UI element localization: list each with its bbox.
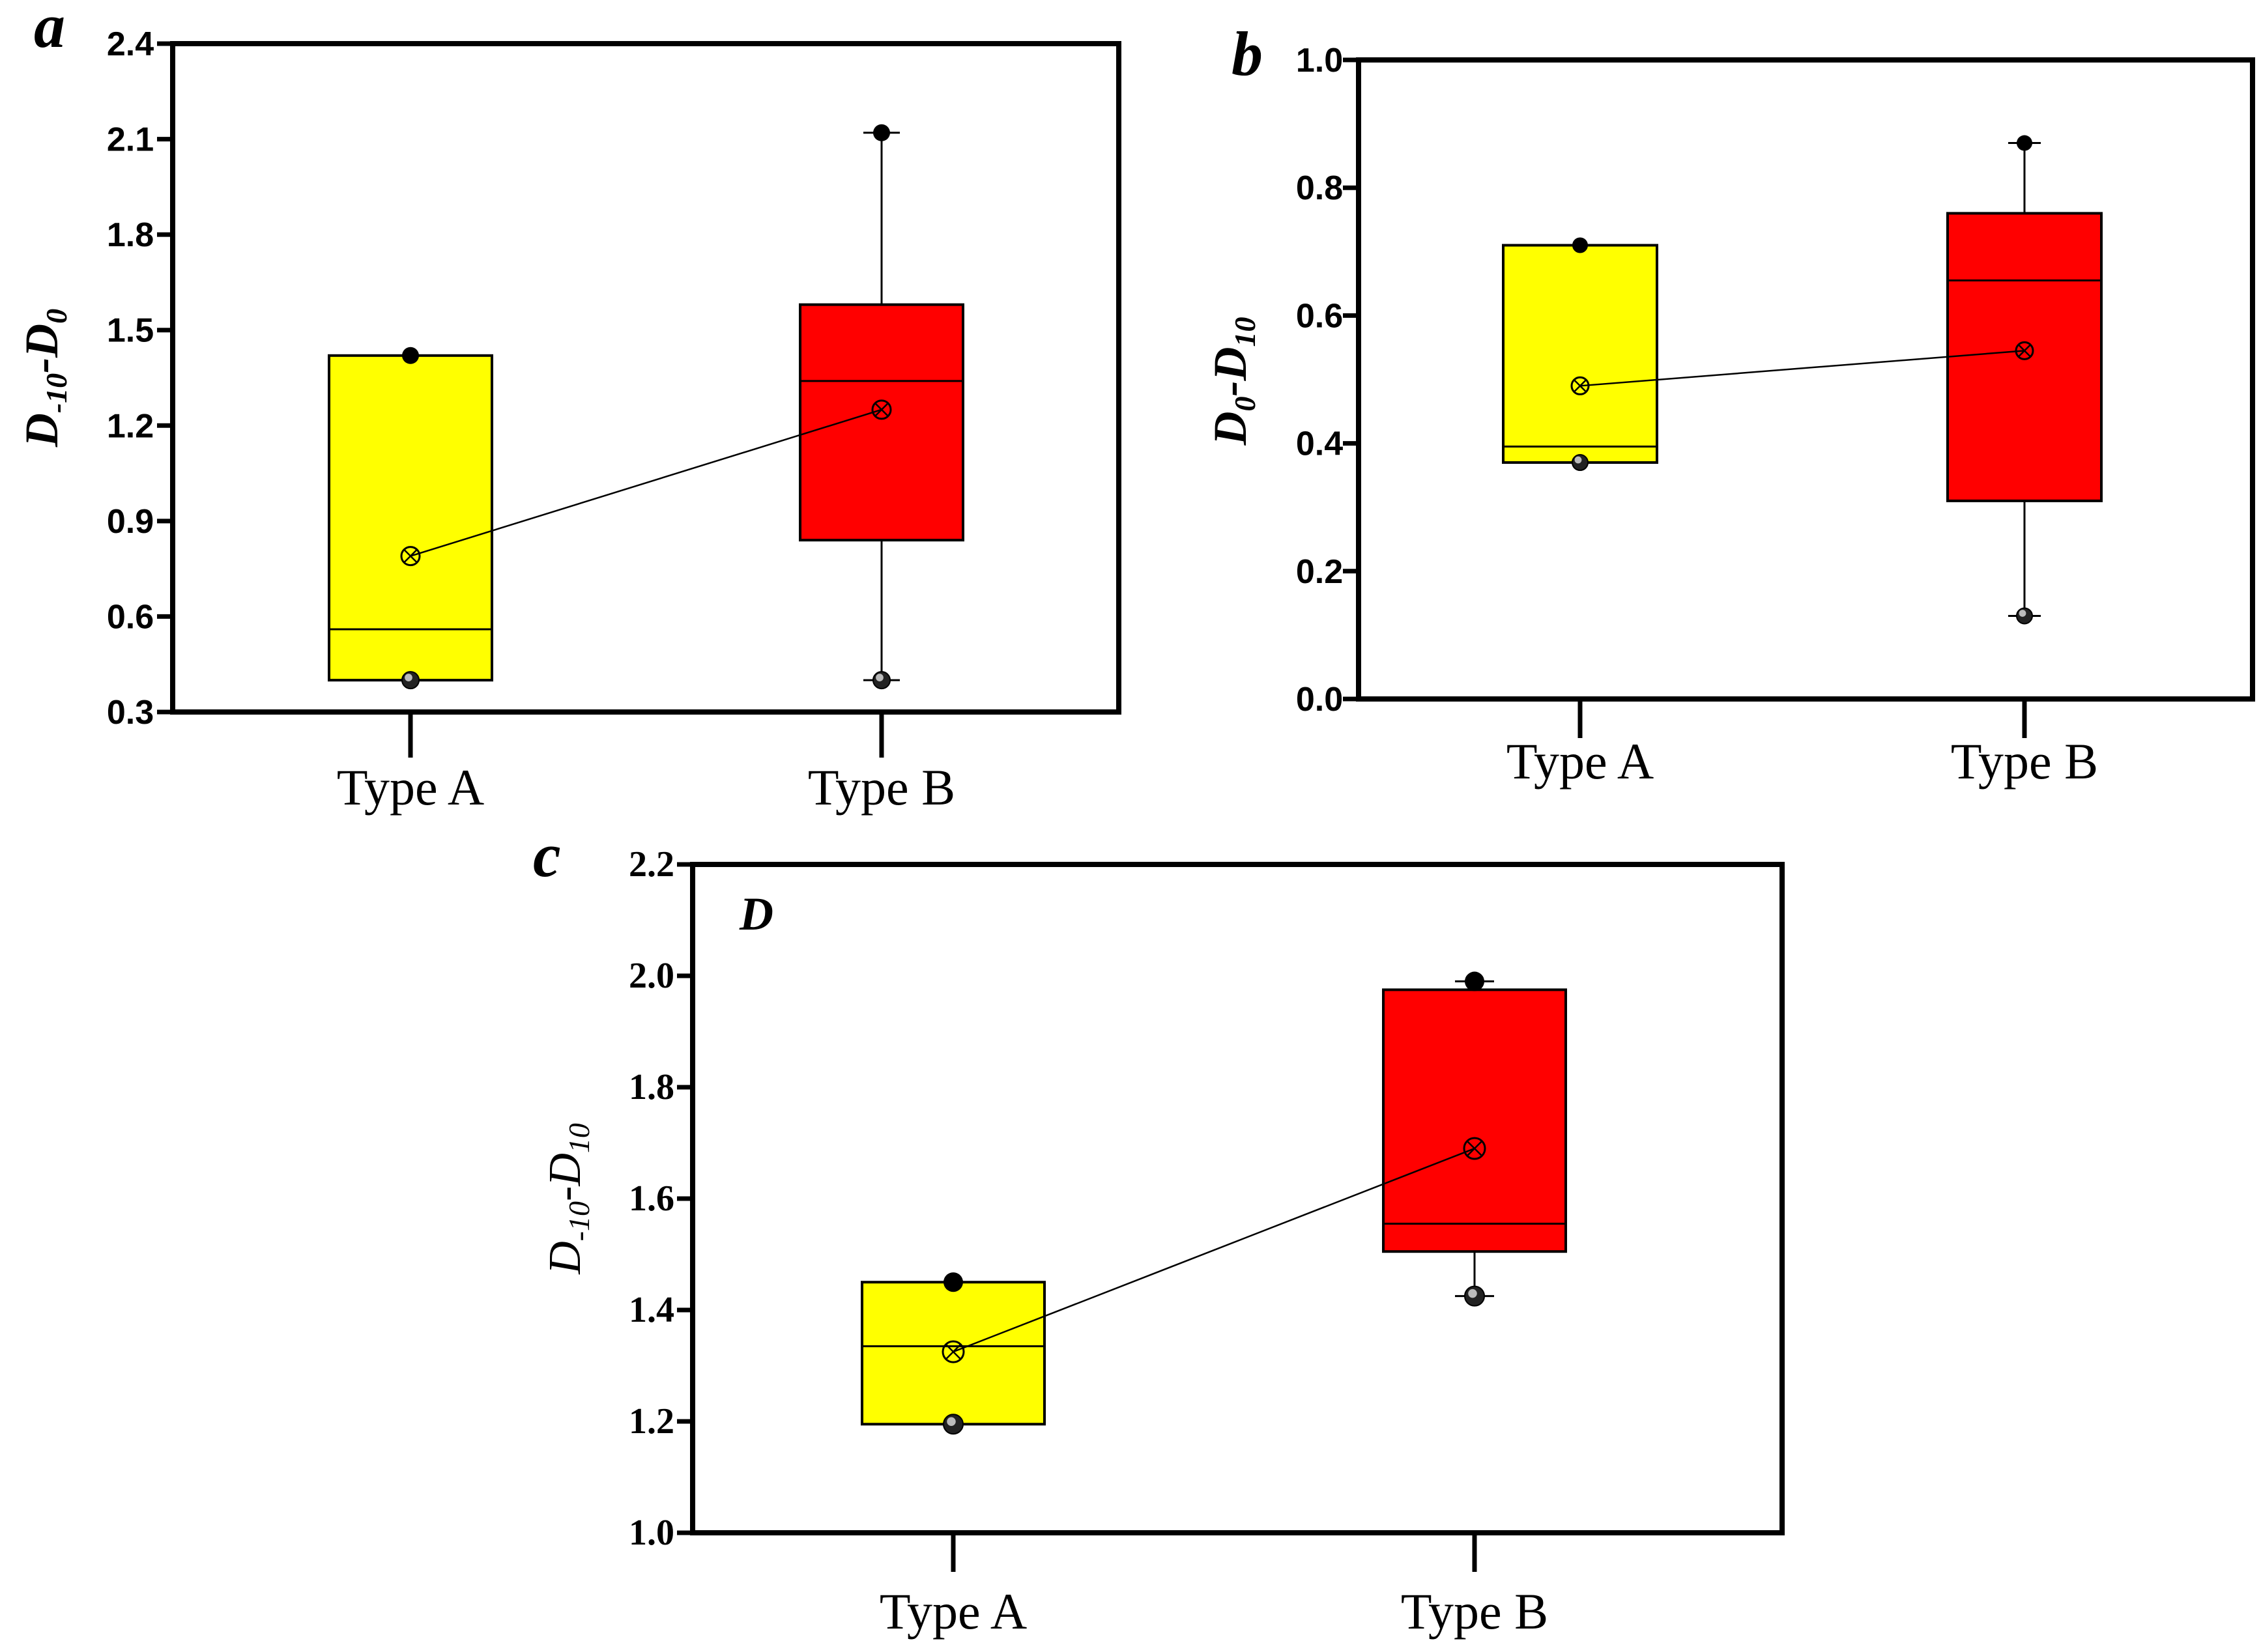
y-label-sub1: 0 (1228, 396, 1261, 411)
mean-marker (942, 1340, 965, 1363)
y-label-main: D (1204, 411, 1256, 446)
mean-marker (1570, 376, 1590, 395)
box-type-a (328, 354, 493, 682)
x-tick-label: Type B (1951, 733, 2098, 790)
max-point (1465, 971, 1484, 991)
y-tick-label: 1.5 (107, 312, 154, 350)
mean-marker-cross (1466, 1140, 1483, 1157)
mean-connector (410, 408, 882, 557)
y-tick-label: 1.2 (629, 1401, 674, 1442)
plot-frame (1356, 57, 2255, 702)
y-tick-label: 0.9 (107, 503, 154, 541)
y-axis-label: D-10-D10 (540, 1123, 596, 1275)
mean-marker-cross (874, 403, 889, 417)
mean-marker-cross (403, 548, 418, 563)
panel-letter: b (1231, 19, 1263, 89)
y-label-main: D (540, 1241, 590, 1275)
min-point-highlight (405, 674, 412, 681)
mean-marker (1463, 1137, 1486, 1160)
y-tick-label: 1.6 (629, 1178, 674, 1219)
mean-marker (2015, 341, 2034, 360)
y-tick-label: 1.0 (629, 1513, 674, 1553)
y-label-sub1: -10 (562, 1201, 596, 1241)
mean-connector (953, 1147, 1475, 1353)
y-tick-label: 0.2 (1296, 553, 1343, 591)
box-type-b (1382, 988, 1567, 1253)
mean-marker-cross (1574, 379, 1587, 393)
chart-panel-a: a D-10-D0 0.3 0.6 0.9 1.2 1.5 1.8 2.1 2.4 Type A Ty… (16, 0, 1121, 816)
box-type-a (861, 1281, 1046, 1426)
panel-letter: c (533, 820, 561, 890)
min-point-highlight (2019, 610, 2026, 617)
box-type-b (1946, 212, 2103, 502)
y-tick-label: 2.4 (107, 25, 154, 63)
y-tick-label: 1.4 (629, 1290, 674, 1330)
max-point (873, 124, 890, 141)
mean-marker-cross (2018, 344, 2031, 358)
x-tick-label: Type A (880, 1583, 1027, 1640)
min-point-highlight (1574, 456, 1582, 464)
x-tick-label: Type A (337, 759, 484, 816)
y-tick-label: 0.4 (1296, 425, 1343, 463)
mean-marker (400, 546, 421, 567)
y-tick-label: 0.6 (107, 598, 154, 636)
mean-marker (871, 399, 892, 420)
min-point-highlight (947, 1417, 956, 1427)
y-label-sub2: 10 (562, 1123, 596, 1153)
max-point (943, 1272, 963, 1292)
y-tick-label: 0.8 (1296, 169, 1343, 207)
y-tick-label: 2.0 (629, 956, 674, 996)
y-axis-label: D-10-D0 (16, 309, 73, 448)
y-tick-label: 2.2 (629, 844, 674, 885)
y-tick-label: 0.6 (1296, 297, 1343, 335)
plot-annotation: D (739, 888, 773, 940)
y-tick-label: 0.3 (107, 694, 154, 732)
y-tick-label: 1.2 (107, 407, 154, 445)
max-point (402, 347, 419, 364)
chart-panel-b: b D0-D10 0.0 0.2 0.4 0.6 0.8 1.0 Type A Type B (1204, 19, 2255, 790)
y-label-mid: -D (540, 1153, 590, 1201)
max-point (1572, 237, 1588, 253)
y-tick-label: 1.8 (107, 216, 154, 254)
min-point-highlight (1468, 1289, 1477, 1298)
plot-frame (690, 862, 1785, 1535)
y-tick-label: 1.8 (629, 1067, 674, 1107)
y-label-main: D (16, 413, 68, 448)
x-tick-label: Type B (808, 759, 955, 816)
x-tick-label: Type A (1506, 733, 1654, 790)
box-type-a (1502, 244, 1658, 464)
y-tick-label: 1.0 (1296, 42, 1343, 79)
box-type-b (799, 303, 964, 542)
y-tick-label: 0.0 (1296, 681, 1343, 719)
x-tick-label: Type B (1401, 1583, 1548, 1640)
y-label-mid: -D (1204, 347, 1256, 397)
panel-letter: a (34, 0, 65, 61)
y-tick-label: 2.1 (107, 121, 154, 159)
y-axis-label: D0-D10 (1204, 317, 1261, 446)
min-point-highlight (876, 674, 884, 681)
mean-marker-cross (945, 1344, 962, 1360)
mean-connector (1579, 350, 2025, 387)
y-label-mid: -D (16, 324, 68, 373)
max-point (2017, 135, 2032, 151)
y-label-sub2: 0 (40, 309, 73, 324)
y-label-sub2: 10 (1228, 317, 1261, 347)
plot-frame (170, 41, 1121, 715)
y-label-sub1: -10 (40, 373, 73, 413)
